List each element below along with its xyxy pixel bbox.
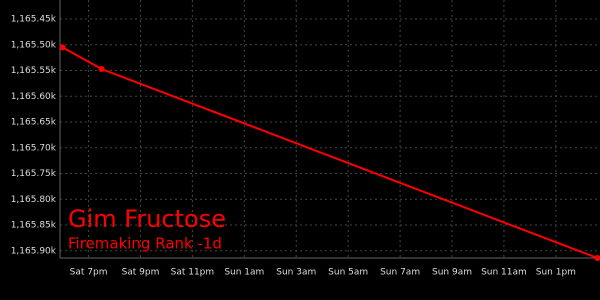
x-tick-label: Sun 9am bbox=[432, 268, 472, 278]
y-tick-label: 1,165.85k bbox=[11, 221, 57, 231]
y-tick-label: 1,165.45k bbox=[11, 15, 57, 25]
y-tick-label: 1,165.60k bbox=[11, 92, 57, 102]
point bbox=[594, 255, 600, 261]
x-tick-label: Sun 3am bbox=[276, 268, 316, 278]
x-tick-label: Sat 9pm bbox=[122, 268, 160, 278]
grid bbox=[60, 0, 600, 258]
y-tick-label: 1,165.55k bbox=[11, 66, 57, 76]
x-tick-label: Sat 11pm bbox=[171, 268, 215, 278]
y-tick-label: 1,165.80k bbox=[11, 195, 57, 205]
y-tick-label: 1,165.90k bbox=[11, 246, 57, 256]
y-tick-label: 1,165.75k bbox=[11, 169, 57, 179]
x-tick-label: Sat 7pm bbox=[70, 268, 108, 278]
y-tick-label: 1,165.70k bbox=[11, 143, 57, 153]
x-tick-label: Sun 1am bbox=[224, 268, 264, 278]
y-tick-label: 1,165.50k bbox=[11, 40, 57, 50]
chart-subtitle: Firemaking Rank -1d bbox=[68, 235, 222, 253]
x-tick-label: Sun 7am bbox=[380, 268, 420, 278]
point bbox=[98, 66, 105, 73]
x-tick-label: Sun 5am bbox=[328, 268, 368, 278]
point bbox=[59, 44, 66, 51]
y-tick-label: 1,165.65k bbox=[11, 118, 57, 128]
chart-title: Gim Fructose bbox=[68, 205, 226, 233]
x-tick-label: Sun 1pm bbox=[536, 268, 576, 278]
x-tick-label: Sun 11am bbox=[481, 268, 527, 278]
